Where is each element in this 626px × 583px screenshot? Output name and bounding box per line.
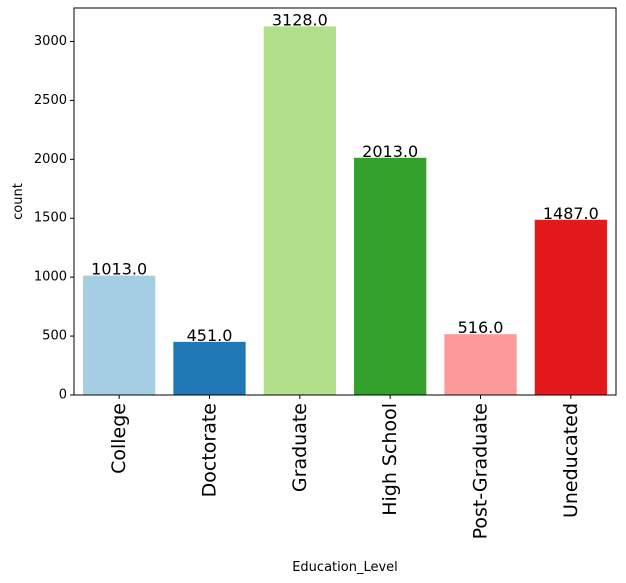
data-label: 1013.0 [91, 260, 147, 279]
data-label: 2013.0 [362, 142, 418, 161]
y-axis-label: count [11, 183, 26, 220]
data-label: 451.0 [187, 326, 233, 345]
plot-frame [73, 7, 617, 396]
x-tick-label: High School [379, 403, 401, 516]
x-tick-label: College [108, 403, 130, 474]
bar-graduate [263, 26, 336, 396]
y-tick-label: 1500 [34, 211, 67, 226]
data-label: 3128.0 [272, 10, 328, 29]
x-axis-label: Education_Level [292, 560, 398, 575]
bar-high-school [354, 157, 427, 395]
x-tick-label: Doctorate [199, 403, 221, 497]
y-tick-label: 2500 [34, 93, 67, 108]
y-axis-ticks: 0 500 1000 1500 2000 2500 3000 [34, 34, 74, 403]
bars-group [83, 26, 607, 396]
y-tick-label: 500 [42, 329, 67, 344]
x-tick-label: Graduate [289, 403, 311, 492]
x-tick-label: Post-Graduate [470, 403, 492, 539]
data-label: 1487.0 [543, 204, 599, 223]
bar-post-graduate [444, 334, 517, 395]
bar-uneducated [534, 219, 607, 395]
x-tick-label: Uneducated [560, 403, 582, 518]
y-tick-label: 1000 [34, 270, 67, 285]
bar-college [83, 275, 156, 395]
y-tick-label: 3000 [34, 34, 67, 49]
bar-doctorate [173, 341, 246, 395]
x-axis-ticks: College Doctorate Graduate High School Post-… [108, 395, 582, 539]
y-tick-label: 2000 [34, 152, 67, 167]
data-label: 516.0 [458, 318, 504, 337]
data-labels-group: 1013.0 451.0 3128.0 2013.0 516.0 1487.0 [91, 10, 599, 344]
y-tick-label: 0 [59, 388, 67, 403]
